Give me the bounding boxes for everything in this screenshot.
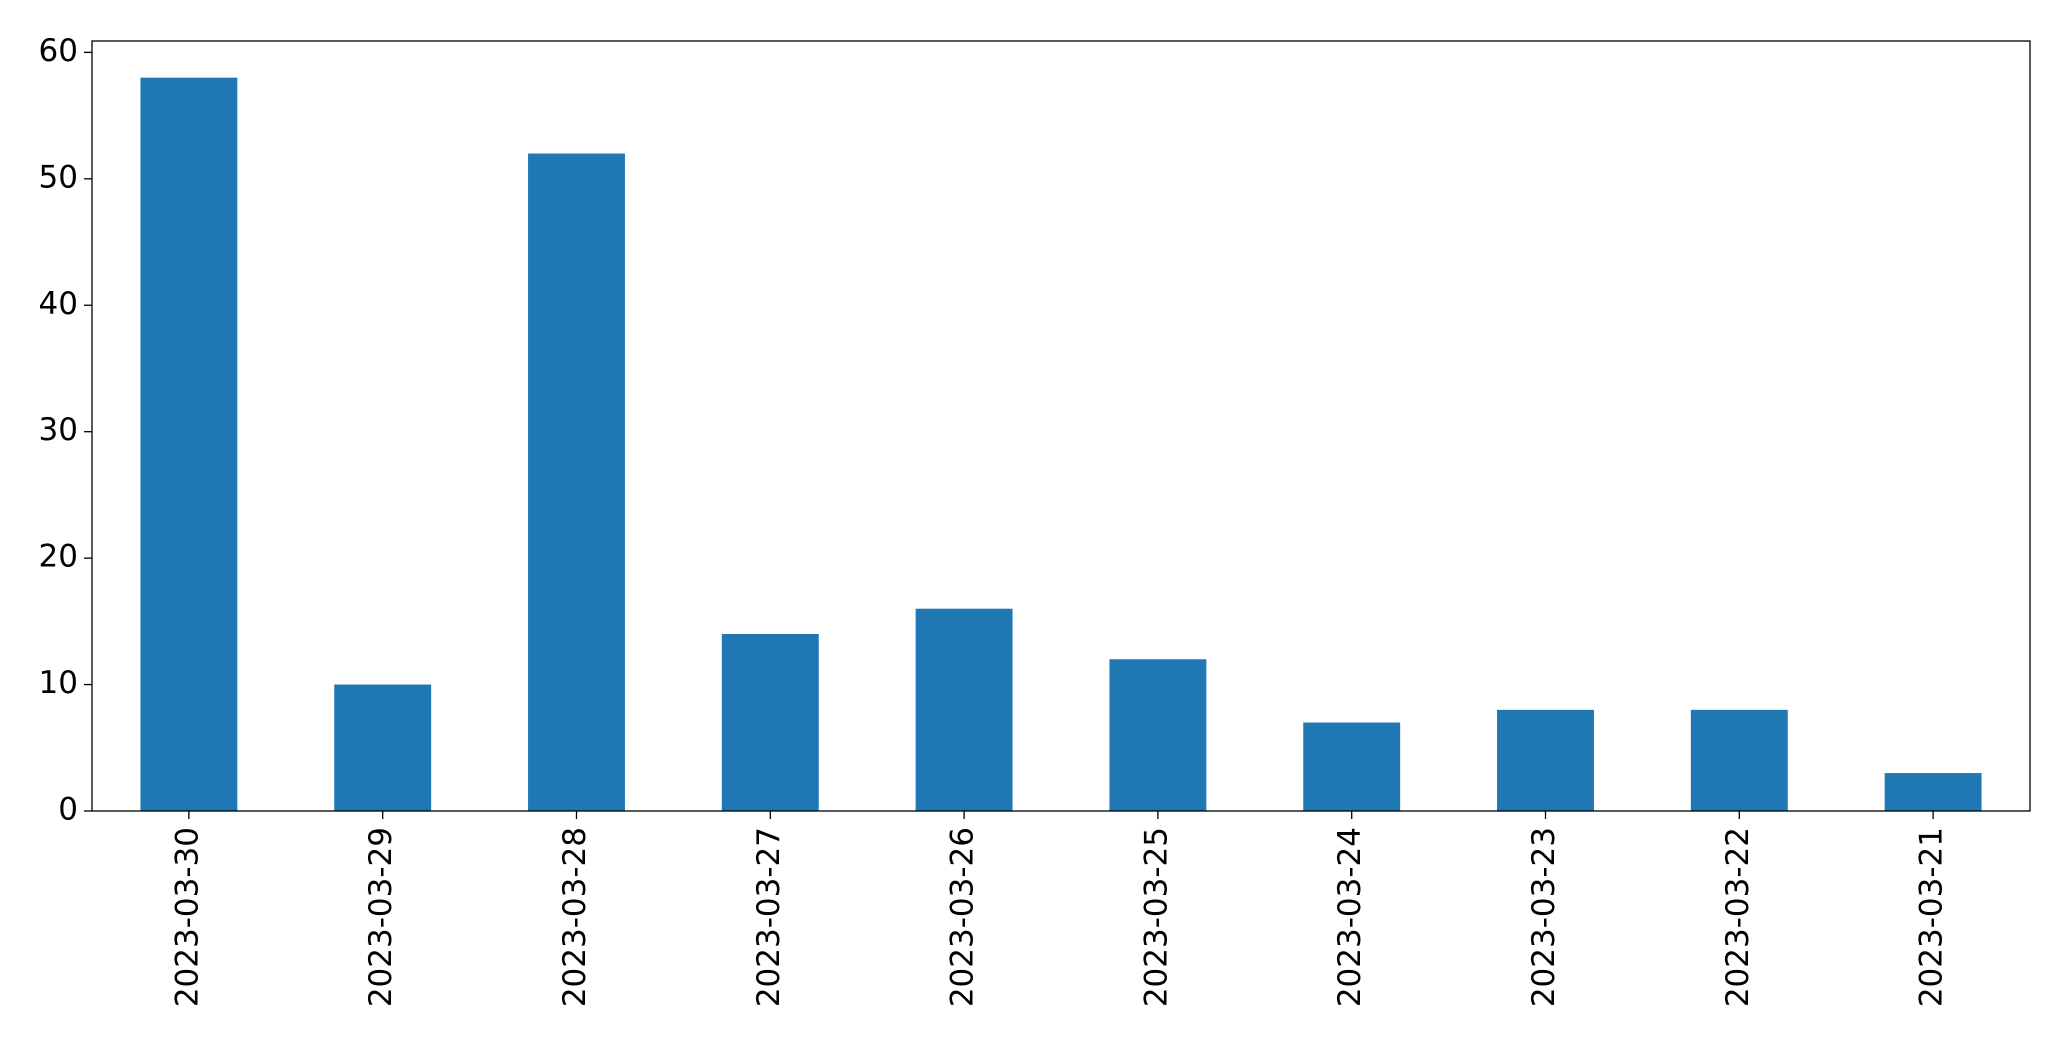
x-tick-label: 2023-03-28 [557, 827, 593, 1007]
bar [1497, 709, 1594, 811]
bar [721, 633, 819, 811]
plot-frame [91, 40, 2031, 812]
bar [1303, 722, 1401, 811]
x-tick-label: 2023-03-22 [1720, 827, 1756, 1007]
x-tick-label: 2023-03-25 [1138, 827, 1174, 1007]
x-tick-label: 2023-03-29 [363, 827, 399, 1007]
x-tick-label: 2023-03-30 [169, 827, 205, 1007]
y-tick-label: 40 [39, 286, 78, 322]
bar [334, 684, 432, 811]
y-tick-label: 50 [39, 159, 78, 195]
y-tick-label: 10 [39, 665, 78, 701]
x-tick-label: 2023-03-21 [1914, 827, 1950, 1007]
bar [915, 608, 1013, 811]
y-tick-label: 30 [39, 412, 78, 448]
bar [140, 77, 238, 811]
y-tick-label: 0 [58, 792, 78, 828]
bar [528, 153, 625, 811]
bar [1884, 773, 1982, 811]
x-tick-label: 2023-03-26 [945, 827, 981, 1007]
y-tick-label: 20 [39, 539, 78, 575]
bar [1109, 659, 1207, 811]
x-tick-label: 2023-03-24 [1332, 827, 1368, 1007]
x-tick-label: 2023-03-23 [1526, 827, 1562, 1007]
y-tick-label: 60 [39, 33, 78, 69]
x-tick-label: 2023-03-27 [751, 827, 787, 1007]
bar [1690, 709, 1788, 811]
